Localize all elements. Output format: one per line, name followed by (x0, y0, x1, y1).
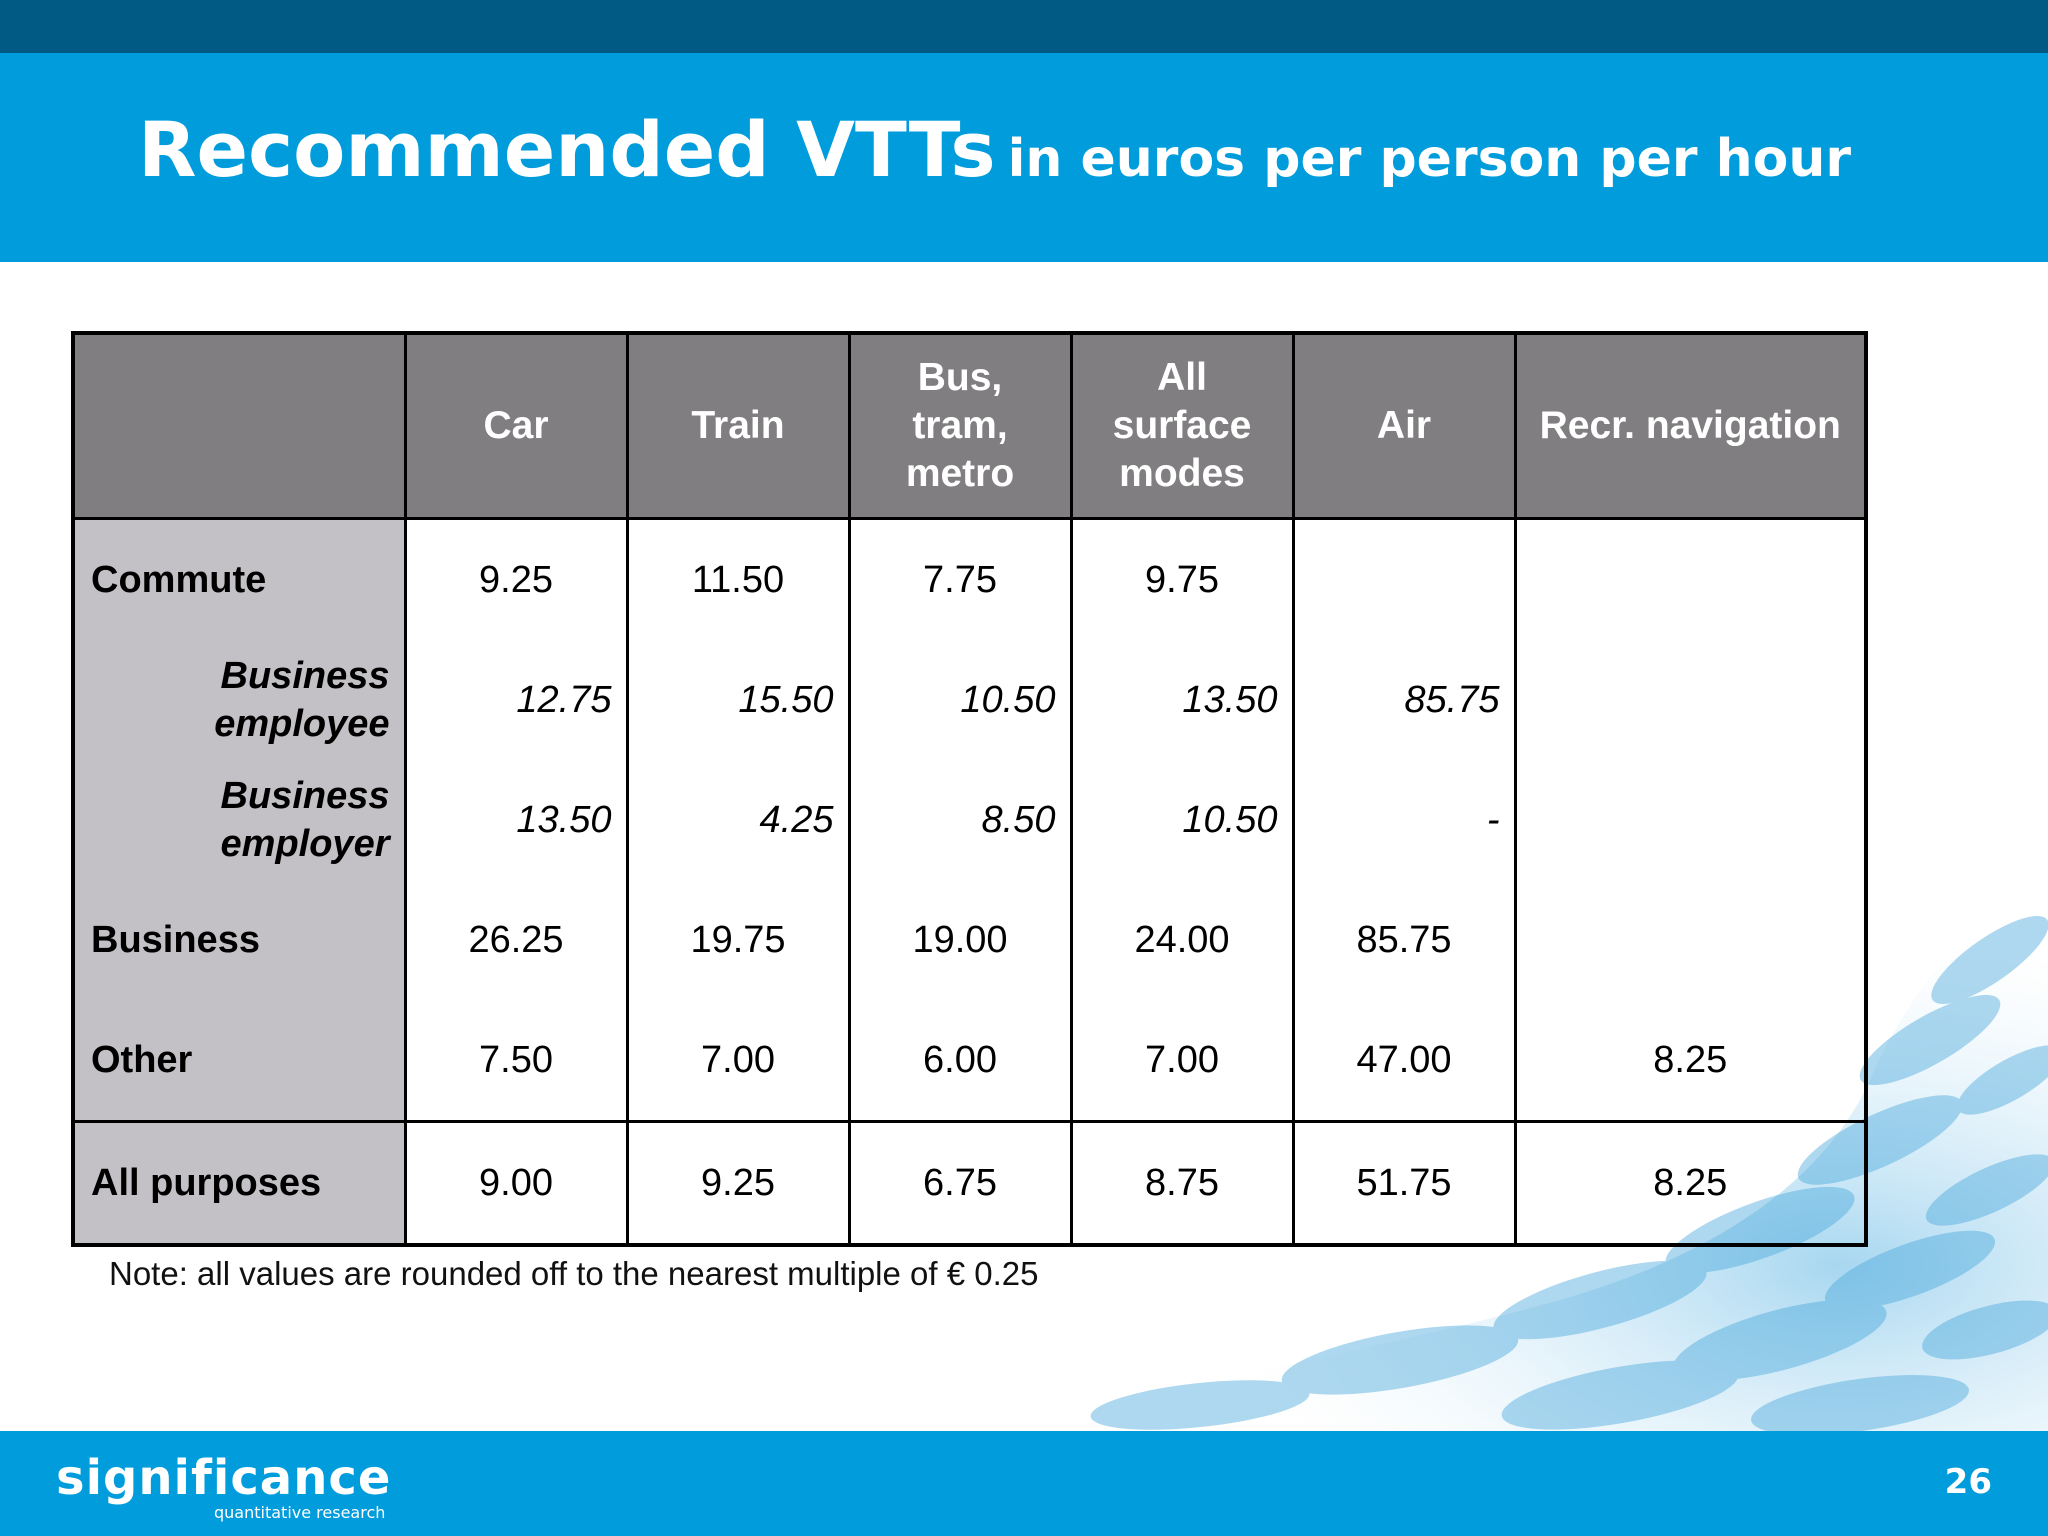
footer-bar (0, 1431, 2048, 1536)
row-label-business-employee: Business employee (71, 640, 407, 760)
table-cell: 12.75 (403, 640, 629, 760)
top-strip (0, 0, 2048, 53)
table-cell: 7.75 (847, 518, 1073, 640)
row-label-business: Business (71, 880, 407, 1000)
table-cell: 8.50 (847, 760, 1073, 880)
row-label-commute: Commute (71, 518, 407, 640)
table-cell: 26.25 (403, 880, 629, 1000)
table-cell (1513, 640, 1868, 760)
header-cell-all-surface-modes: All surface modes (1069, 331, 1295, 520)
header-cell-car: Car (403, 331, 629, 520)
table-row: Other 7.50 7.00 6.00 7.00 47.00 8.25 (71, 1000, 1868, 1122)
title-main: Recommended VTTs (138, 105, 996, 194)
table-cell (1513, 880, 1868, 1000)
table-cell: 24.00 (1069, 880, 1295, 1000)
title-bar (0, 53, 2048, 262)
header-cell-train: Train (625, 331, 851, 520)
row-label-all-purposes: All purposes (71, 1120, 407, 1245)
table-cell: 10.50 (847, 640, 1073, 760)
table-cell: 13.50 (403, 760, 629, 880)
table-cell (1513, 518, 1868, 640)
page-number: 26 (1944, 1462, 1992, 1502)
table-cell: 19.00 (847, 880, 1073, 1000)
table-row: Business employer 13.50 4.25 8.50 10.50 - (71, 760, 1868, 880)
table-cell: - (1291, 760, 1517, 880)
header-cell-empty (71, 331, 407, 520)
table-cell: 9.00 (403, 1120, 629, 1245)
title-subtitle: in euros per person per hour (1007, 129, 1852, 189)
significance-logo: significance (56, 1450, 392, 1506)
table-row: Commute 9.25 11.50 7.75 9.75 (71, 518, 1868, 640)
table-row-total: All purposes 9.00 9.25 6.75 8.75 51.75 8… (71, 1120, 1868, 1245)
table-row: Business 26.25 19.75 19.00 24.00 85.75 (71, 880, 1868, 1000)
row-label-other: Other (71, 1000, 407, 1122)
table-cell: 85.75 (1291, 880, 1517, 1000)
vtt-table: Car Train Bus, tram, metro All surface modes… (71, 331, 1868, 1247)
table-cell (1513, 760, 1868, 880)
table-cell: 7.00 (1069, 1000, 1295, 1122)
table-cell: 85.75 (1291, 640, 1517, 760)
table-cell: 9.25 (403, 518, 629, 640)
table-cell: 9.75 (1069, 518, 1295, 640)
table-cell: 7.50 (403, 1000, 629, 1122)
table-cell: 8.75 (1069, 1120, 1295, 1245)
table-cell: 6.75 (847, 1120, 1073, 1245)
rounding-note: Note: all values are rounded off to the … (109, 1255, 1039, 1292)
table-cell (1291, 518, 1517, 640)
table-cell: 10.50 (1069, 760, 1295, 880)
table-cell: 4.25 (625, 760, 851, 880)
table-cell: 51.75 (1291, 1120, 1517, 1245)
header-cell-bus-tram-metro: Bus, tram, metro (847, 331, 1073, 520)
header-cell-air: Air (1291, 331, 1517, 520)
table-cell: 15.50 (625, 640, 851, 760)
slide-title: Recommended VTTs in euros per person per … (138, 105, 1851, 194)
table-header-row: Car Train Bus, tram, metro All surface modes… (71, 331, 1868, 520)
logo-tagline: quantitative research (214, 1503, 386, 1522)
table-cell: 8.25 (1513, 1120, 1868, 1245)
table-cell: 8.25 (1513, 1000, 1868, 1122)
table-cell: 19.75 (625, 880, 851, 1000)
table-cell: 47.00 (1291, 1000, 1517, 1122)
table-cell: 11.50 (625, 518, 851, 640)
table-cell: 13.50 (1069, 640, 1295, 760)
table-cell: 9.25 (625, 1120, 851, 1245)
table-cell: 6.00 (847, 1000, 1073, 1122)
table-cell: 7.00 (625, 1000, 851, 1122)
row-label-business-employer: Business employer (71, 760, 407, 880)
header-cell-recr-navigation: Recr. navigation (1513, 331, 1868, 520)
table-row: Business employee 12.75 15.50 10.50 13.50… (71, 640, 1868, 760)
